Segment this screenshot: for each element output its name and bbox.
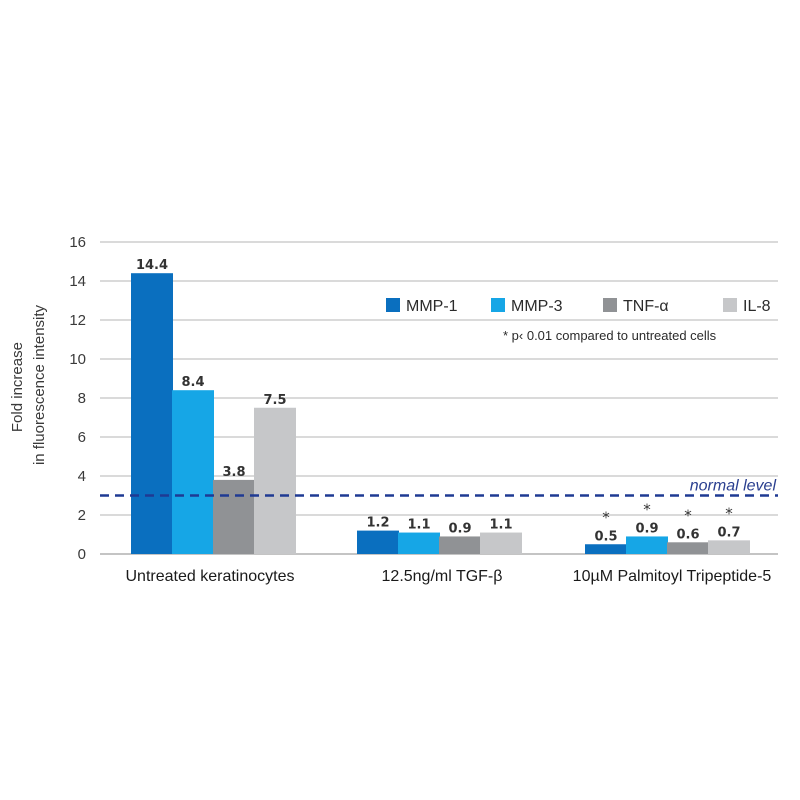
legend-label: MMP-1 xyxy=(406,298,458,315)
significance-star: * xyxy=(643,500,651,518)
data-label: 1.1 xyxy=(489,518,512,533)
significance-star: * xyxy=(725,504,733,522)
legend-swatch xyxy=(723,298,737,312)
y-axis-label-line-2: in fluorescence intensity xyxy=(31,304,48,465)
significance-star: * xyxy=(602,508,610,526)
bar xyxy=(254,407,296,554)
y-tick-label: 6 xyxy=(78,429,86,446)
y-axis-label-line-1: Fold increase xyxy=(9,342,26,432)
y-tick-label: 14 xyxy=(69,273,86,290)
legend-swatch xyxy=(491,298,505,312)
normal-level-label: normal level xyxy=(690,478,777,495)
significance-star: * xyxy=(684,506,692,524)
data-label: 14.4 xyxy=(136,258,168,273)
data-labels: 14.4 8.4 3.8 7.5 1.2 1.1 0.9 1.1 0.5 * 0.9 * 0.6 * 0.7… xyxy=(136,258,741,544)
bar xyxy=(708,540,750,554)
category-label: 10µM Palmitoyl Tripeptide-5 xyxy=(573,568,772,585)
bar xyxy=(357,530,399,554)
bar xyxy=(213,479,255,554)
data-label: 1.2 xyxy=(366,516,389,531)
data-label: 0.9 xyxy=(635,521,658,536)
y-tick-label: 4 xyxy=(78,468,86,485)
legend: MMP-1 MMP-3 TNF-α IL-8 xyxy=(386,298,771,315)
data-label: 0.5 xyxy=(594,529,617,544)
data-label: 7.5 xyxy=(263,393,286,408)
bar xyxy=(131,273,173,554)
data-label: 0.9 xyxy=(448,521,471,536)
data-label: 0.7 xyxy=(717,525,740,540)
legend-label: MMP-3 xyxy=(511,298,563,315)
legend-label: IL-8 xyxy=(743,298,771,315)
bar xyxy=(172,390,214,554)
significance-note: * p‹ 0.01 compared to untreated cells xyxy=(503,328,717,343)
y-tick-label: 2 xyxy=(78,507,86,524)
y-tick-label: 8 xyxy=(78,390,86,407)
y-axis-ticks: 0 2 4 6 8 10 12 14 16 xyxy=(69,234,86,563)
data-label: 3.8 xyxy=(222,465,245,480)
category-label: Untreated keratinocytes xyxy=(126,568,295,585)
legend-label: TNF-α xyxy=(623,298,669,315)
y-tick-label: 12 xyxy=(69,312,86,329)
bar xyxy=(667,542,709,554)
category-labels: Untreated keratinocytes 12.5ng/ml TGF-β 10… xyxy=(126,568,772,585)
y-axis-label: Fold increase in fluorescence intensity xyxy=(9,304,48,465)
legend-swatch xyxy=(386,298,400,312)
reference-line: normal level xyxy=(100,478,778,497)
category-label: 12.5ng/ml TGF-β xyxy=(382,568,503,585)
y-tick-label: 10 xyxy=(69,351,86,368)
bars xyxy=(131,273,750,554)
bar xyxy=(585,544,627,554)
bar xyxy=(398,532,440,554)
bar xyxy=(439,536,481,554)
y-tick-label: 0 xyxy=(78,546,86,563)
y-tick-label: 16 xyxy=(69,234,86,251)
bar xyxy=(480,532,522,554)
bar xyxy=(626,536,668,554)
data-label: 0.6 xyxy=(676,527,699,542)
data-label: 8.4 xyxy=(181,375,204,390)
legend-swatch xyxy=(603,298,617,312)
data-label: 1.1 xyxy=(407,518,430,533)
